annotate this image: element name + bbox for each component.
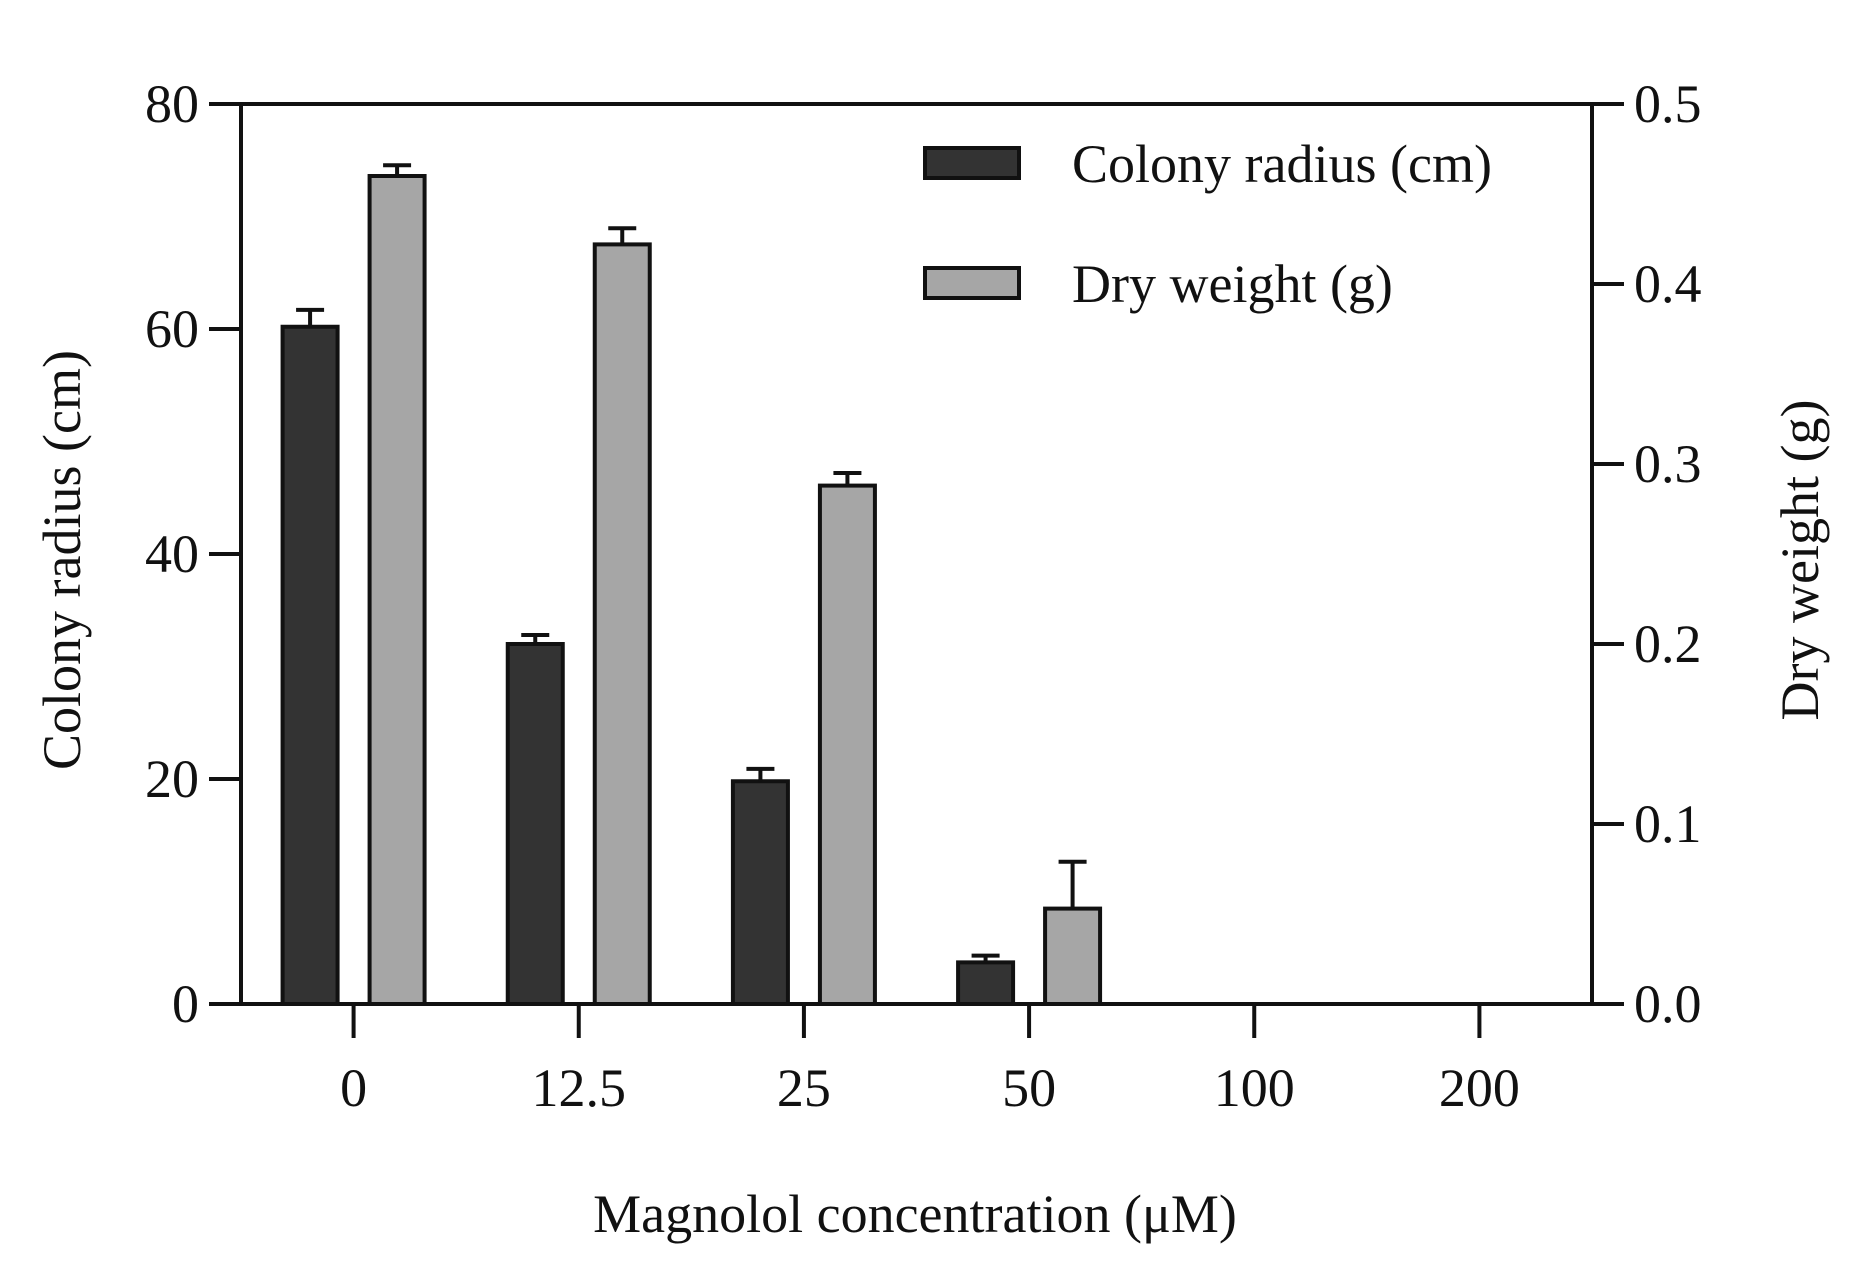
ticks-layer: 0 20 40 60 80 0.0 0.1 0.2 0.3 0.4 0.5 0 12.5 25 50 100 2… bbox=[145, 74, 1702, 1118]
bar-colony-radius-0 bbox=[280, 324, 340, 1006]
bars-layer bbox=[280, 163, 1103, 1007]
y-left-tick-label: 20 bbox=[145, 749, 199, 809]
y-right-tick-label: 0.1 bbox=[1634, 794, 1702, 854]
y-left-tick-label: 40 bbox=[145, 524, 199, 584]
bar-colony-radius-25 bbox=[730, 779, 790, 1006]
error-bar-colony-radius-25 bbox=[746, 766, 775, 782]
bar-dry-weight-50 bbox=[1043, 906, 1103, 1006]
x-tick-label: 12.5 bbox=[532, 1058, 627, 1118]
y-right-tick-label: 0.2 bbox=[1634, 614, 1702, 674]
legend-label-dry-weight: Dry weight (g) bbox=[1072, 254, 1393, 314]
legend-swatch-dry-weight bbox=[923, 266, 1021, 300]
error-bar-dry-weight-12_5 bbox=[608, 226, 637, 245]
x-tick-label: 200 bbox=[1439, 1058, 1520, 1118]
y-left-tick-label: 80 bbox=[145, 74, 199, 134]
error-bar-colony-radius-12_5 bbox=[521, 633, 550, 644]
x-tick-label: 100 bbox=[1214, 1058, 1295, 1118]
y-right-tick-label: 0.0 bbox=[1634, 974, 1702, 1034]
bar-dry-weight-25 bbox=[817, 483, 877, 1007]
error-bar-dry-weight-0 bbox=[383, 163, 412, 176]
error-bar-colony-radius-0 bbox=[296, 307, 325, 327]
legend-swatch-colony-radius bbox=[923, 146, 1021, 180]
y-right-tick-label: 0.3 bbox=[1634, 434, 1702, 494]
x-tick-label: 50 bbox=[1002, 1058, 1056, 1118]
x-axis-title: Magnolol concentration (μM) bbox=[593, 1184, 1237, 1244]
y-left-tick-label: 60 bbox=[145, 299, 199, 359]
legend-label-colony-radius: Colony radius (cm) bbox=[1072, 134, 1492, 194]
bar-dry-weight-0 bbox=[367, 174, 427, 1006]
y-right-tick-label: 0.5 bbox=[1634, 74, 1702, 134]
bar-colony-radius-12_5 bbox=[505, 642, 565, 1006]
error-bar-dry-weight-25 bbox=[833, 471, 862, 486]
error-bar-dry-weight-50 bbox=[1058, 859, 1087, 909]
bar-dry-weight-12_5 bbox=[592, 242, 652, 1006]
legend: Colony radius (cm) Dry weight (g) bbox=[923, 134, 1492, 314]
axes-layer bbox=[239, 102, 1594, 1006]
y-axis-right-title: Dry weight (g) bbox=[1770, 400, 1830, 721]
y-left-tick-label: 0 bbox=[172, 974, 199, 1034]
y-axis-left-title: Colony radius (cm) bbox=[32, 350, 92, 770]
bar-colony-radius-50 bbox=[956, 960, 1016, 1006]
x-tick-label: 0 bbox=[340, 1058, 367, 1118]
x-tick-label: 25 bbox=[777, 1058, 831, 1118]
error-bar-colony-radius-50 bbox=[971, 953, 1000, 963]
y-right-tick-label: 0.4 bbox=[1634, 254, 1702, 314]
